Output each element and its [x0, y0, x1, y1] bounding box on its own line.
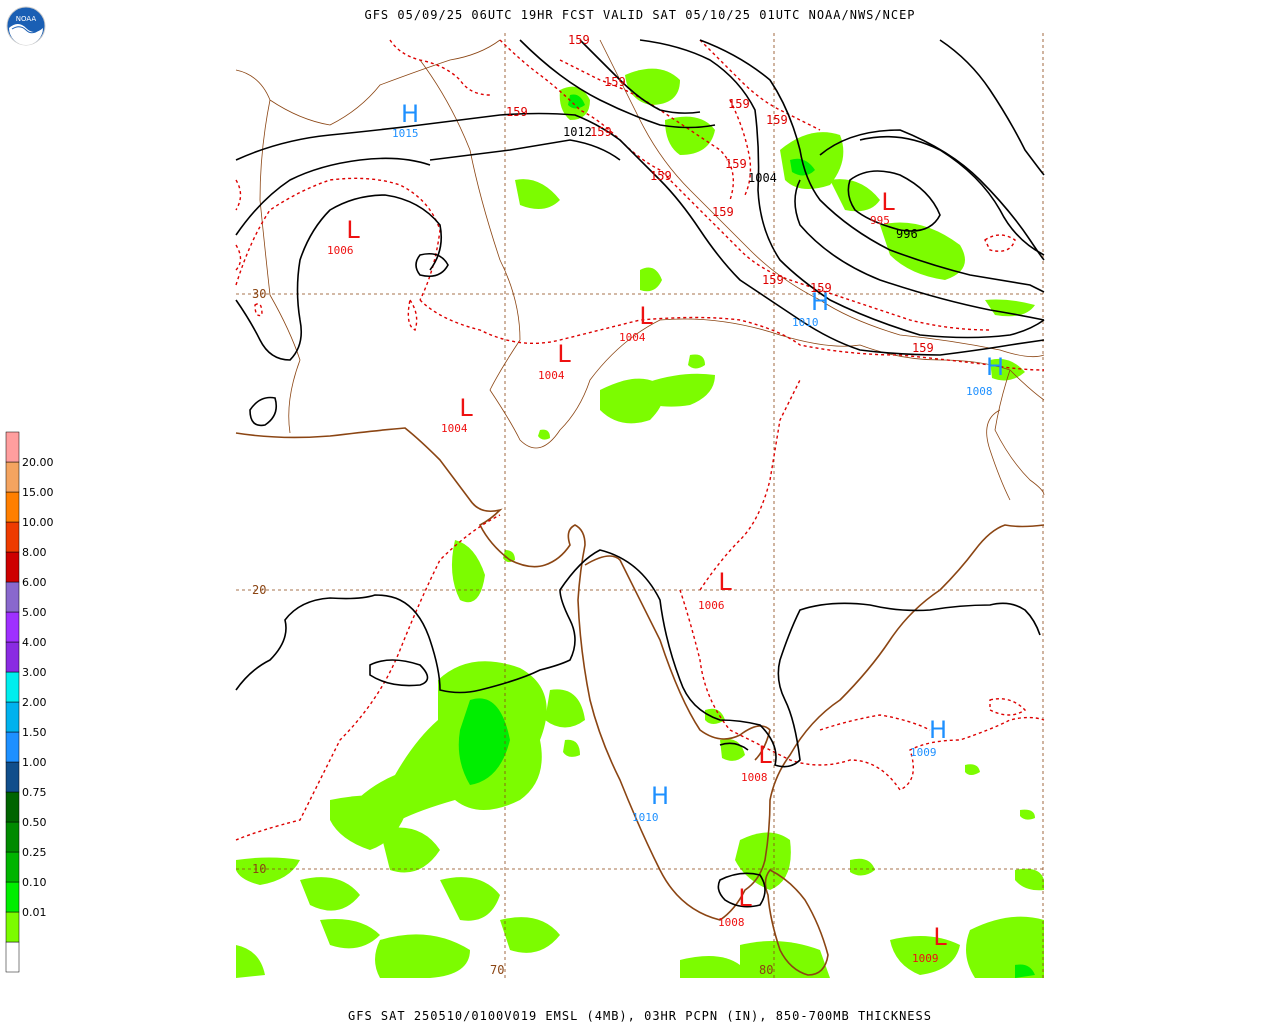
legend-swatch: [5, 911, 20, 943]
legend-label: 10.00: [22, 516, 54, 529]
lat-lon-grid: [236, 33, 1044, 978]
logo-text: NOAA: [16, 15, 37, 23]
legend-label: 4.00: [22, 636, 47, 649]
noaa-logo-icon: NOAA: [6, 6, 46, 46]
pressure-value: 1006: [327, 244, 354, 257]
low-pressure-center: L: [459, 394, 473, 422]
low-pressure-center: L: [639, 302, 653, 330]
low-pressure-center: L: [718, 568, 732, 596]
legend-swatch: [5, 671, 20, 703]
legend-swatch: [5, 821, 20, 853]
legend-label: 0.01: [22, 906, 47, 919]
isobar-label: 1004: [748, 171, 777, 185]
legend-swatch: [5, 491, 20, 523]
borders: [235, 39, 1045, 501]
legend-label: 3.00: [22, 666, 47, 679]
thickness-label: 159: [604, 75, 626, 89]
legend-label: 8.00: [22, 546, 47, 559]
low-pressure-center: L: [758, 741, 772, 769]
pressure-value: 995: [870, 214, 890, 227]
high-pressure-center: H: [986, 353, 1004, 381]
precip-heavier: [568, 94, 1035, 978]
thickness-label: 159: [728, 97, 750, 111]
map-footer: GFS SAT 250510/0100V019 EMSL (4MB), 03HR…: [348, 1009, 932, 1023]
precip-legend: 0.01 0.10 0.25 0.50 0.75 1.00 1.50 2.00 3.00 4.00…: [5, 431, 54, 973]
thickness-label: 159: [762, 273, 784, 287]
isobar-label: 996: [896, 227, 918, 241]
legend-swatch: [5, 761, 20, 793]
pressure-value: 1009: [910, 746, 937, 759]
legend-swatch: [5, 881, 20, 913]
legend-label: 6.00: [22, 576, 47, 589]
thickness-label: 159: [725, 157, 747, 171]
thickness-label: 159: [766, 113, 788, 127]
pressure-value: 1010: [632, 811, 659, 824]
pressure-value: 1006: [698, 599, 725, 612]
pressure-value: 1009: [912, 952, 939, 965]
legend-swatch: [5, 641, 20, 673]
pressure-value: 1010: [792, 316, 819, 329]
thickness-label: 159: [590, 125, 612, 139]
thickness-label: 159: [810, 281, 832, 295]
high-pressure-center: H: [929, 716, 947, 744]
legend-label: 0.25: [22, 846, 47, 859]
pressure-value: 1008: [741, 771, 768, 784]
legend-label: 2.00: [22, 696, 47, 709]
lat-label-20: 20: [252, 583, 266, 597]
legend-swatch: [5, 581, 20, 613]
high-pressure-center: H: [651, 782, 669, 810]
legend-swatch: [5, 551, 20, 583]
thickness-label: 159: [650, 169, 672, 183]
thickness-label: 159: [506, 105, 528, 119]
legend-swatch: [5, 521, 20, 553]
pressure-value: 1008: [718, 916, 745, 929]
map-title: GFS 05/09/25 06UTC 19HR FCST VALID SAT 0…: [364, 8, 916, 22]
coastline: [235, 427, 1045, 976]
lon-label-80: 80: [759, 963, 773, 977]
legend-swatch: [5, 851, 20, 883]
pressure-value: 1008: [966, 385, 993, 398]
isobar-label: 1012: [563, 125, 592, 139]
pressure-value: 1015: [392, 127, 419, 140]
legend-label: 0.10: [22, 876, 47, 889]
legend-swatch: [5, 941, 20, 973]
high-pressure-center: H: [811, 288, 829, 316]
legend-label: 5.00: [22, 606, 47, 619]
high-pressure-center: H: [401, 100, 419, 128]
isobars: [235, 39, 1045, 908]
legend-swatch: [5, 791, 20, 823]
low-pressure-center: L: [557, 340, 571, 368]
thickness-contours: [235, 39, 1045, 841]
low-pressure-center: L: [738, 884, 752, 912]
low-pressure-center: L: [881, 188, 895, 216]
lat-label-30: 30: [252, 287, 266, 301]
thickness-label: 159: [912, 341, 934, 355]
legend-label: 20.00: [22, 456, 54, 469]
pressure-value: 1004: [538, 369, 565, 382]
pressure-value: 1004: [619, 331, 646, 344]
legend-label: 1.50: [22, 726, 47, 739]
low-pressure-center: L: [346, 216, 360, 244]
lat-label-10: 10: [252, 862, 266, 876]
legend-swatch: [5, 731, 20, 763]
legend-label: 0.75: [22, 786, 47, 799]
precip-areas: [236, 68, 1044, 978]
pressure-value: 1004: [441, 422, 468, 435]
low-pressure-center: L: [933, 923, 947, 951]
pressure-centers: H1015L1006L1004L1004L1004L995H1010H1008L…: [327, 100, 1004, 965]
lon-label-70: 70: [490, 963, 504, 977]
legend-swatch: [5, 611, 20, 643]
legend-label: 15.00: [22, 486, 54, 499]
legend-swatch: [5, 461, 20, 493]
legend-swatch: [5, 701, 20, 733]
legend-swatch: [5, 431, 20, 463]
thickness-label: 159: [568, 33, 590, 47]
legend-label: 0.50: [22, 816, 47, 829]
legend-label: 1.00: [22, 756, 47, 769]
thickness-label: 159: [712, 205, 734, 219]
